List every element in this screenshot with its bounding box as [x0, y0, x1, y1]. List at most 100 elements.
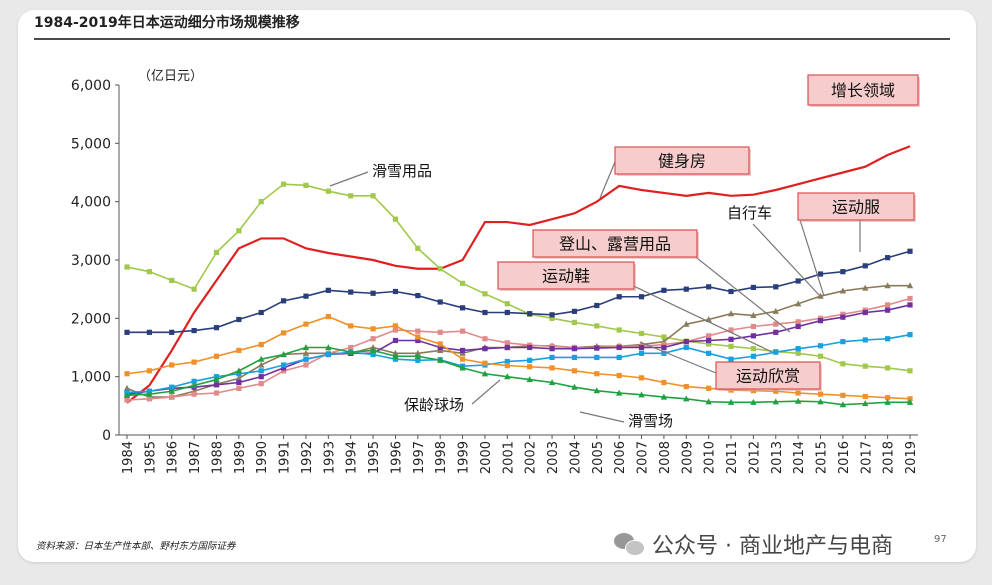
x-tick-label: 1987: [188, 441, 203, 474]
data-point: [325, 287, 331, 293]
x-tick-label: 2003: [546, 441, 561, 474]
data-point: [169, 362, 175, 368]
data-point: [325, 188, 331, 194]
series-line: [126, 145, 911, 404]
data-point: [459, 356, 466, 362]
data-point: [392, 216, 399, 222]
data-point: [370, 351, 376, 358]
data-point: [773, 284, 779, 290]
data-point: [571, 383, 578, 390]
x-tick-label: 1995: [367, 441, 382, 474]
data-point: [303, 321, 309, 327]
data-point: [549, 312, 555, 318]
data-point: [236, 371, 242, 377]
data-point: [706, 385, 712, 391]
data-point: [527, 357, 533, 363]
annotation-1: 健身房: [614, 146, 751, 176]
label-box: [497, 261, 635, 290]
data-point: [415, 292, 421, 299]
x-tick-label: 2006: [613, 441, 628, 474]
data-point: [728, 343, 734, 349]
data-point: [303, 356, 309, 362]
data-point: [370, 336, 376, 342]
data-point: [348, 323, 354, 329]
annotation-text: 滑雪场: [628, 412, 673, 430]
leader-line: [639, 341, 717, 374]
data-point: [191, 359, 197, 365]
data-point: [885, 336, 891, 342]
data-point: [549, 354, 555, 361]
annotation-7: 自行车: [727, 204, 772, 222]
watermark: 公众号 · 商业地产与电商: [614, 528, 893, 560]
data-point: [302, 349, 310, 356]
data-point: [706, 284, 712, 290]
data-point: [281, 362, 287, 368]
data-point: [817, 343, 824, 349]
data-point: [706, 341, 712, 347]
data-point: [840, 361, 846, 367]
data-point: [817, 398, 824, 405]
leader-line: [579, 411, 625, 423]
x-tick-label: 1988: [210, 441, 225, 474]
data-point: [727, 398, 735, 405]
annotation-text: 增长领域: [831, 81, 895, 100]
data-point: [817, 292, 824, 299]
data-point: [504, 373, 511, 380]
data-point: [415, 337, 421, 344]
annotation-text: 保龄球场: [404, 396, 464, 414]
data-point: [124, 371, 130, 377]
data-point: [907, 332, 913, 338]
data-point: [885, 307, 891, 313]
data-point: [392, 288, 399, 295]
data-point: [504, 301, 510, 307]
series-lines: [123, 145, 914, 408]
data-point: [884, 282, 891, 289]
x-tick-label: 2004: [568, 441, 583, 474]
data-point: [303, 293, 309, 299]
data-point: [862, 363, 868, 369]
data-point: [907, 396, 913, 402]
leader-line: [329, 171, 369, 187]
annotation-6: 滑雪用品: [372, 162, 432, 180]
data-point: [459, 280, 466, 286]
data-point: [638, 330, 645, 337]
data-point: [616, 372, 622, 379]
data-point: [638, 344, 645, 351]
annotation-2: 运动服: [797, 192, 916, 222]
data-point: [683, 339, 689, 345]
data-point: [862, 263, 868, 269]
data-point: [773, 321, 779, 327]
data-point: [213, 249, 220, 256]
data-point: [683, 320, 690, 327]
y-tick-label: 5,000: [71, 136, 111, 152]
data-point: [258, 381, 264, 387]
series-8: [123, 344, 914, 408]
data-point: [728, 288, 734, 295]
y-axis-unit-label: （亿日元）: [138, 69, 203, 84]
data-point: [169, 384, 175, 390]
data-point: [459, 347, 466, 354]
y-tick-label: 4,000: [71, 195, 111, 211]
x-tick-label: 1998: [434, 441, 449, 474]
data-point: [504, 362, 510, 369]
data-point: [146, 368, 152, 374]
data-point: [459, 328, 466, 334]
annotation-5: 运动欣赏: [715, 361, 822, 391]
data-point: [124, 329, 130, 335]
data-point: [369, 347, 377, 354]
x-tick-label: 2018: [882, 441, 897, 474]
x-tick-label: 2014: [792, 441, 807, 474]
data-point: [794, 397, 802, 404]
data-point: [683, 383, 689, 390]
title-divider: [34, 38, 950, 40]
x-tick-label: 1996: [389, 441, 404, 474]
data-point: [907, 295, 913, 302]
data-point: [191, 286, 197, 292]
x-tick-label: 1991: [278, 441, 293, 474]
data-point: [236, 385, 242, 391]
y-tick-label: 3,000: [71, 253, 111, 269]
data-point: [593, 387, 600, 394]
data-point: [817, 318, 824, 324]
data-point: [213, 390, 220, 396]
data-point: [616, 344, 622, 351]
